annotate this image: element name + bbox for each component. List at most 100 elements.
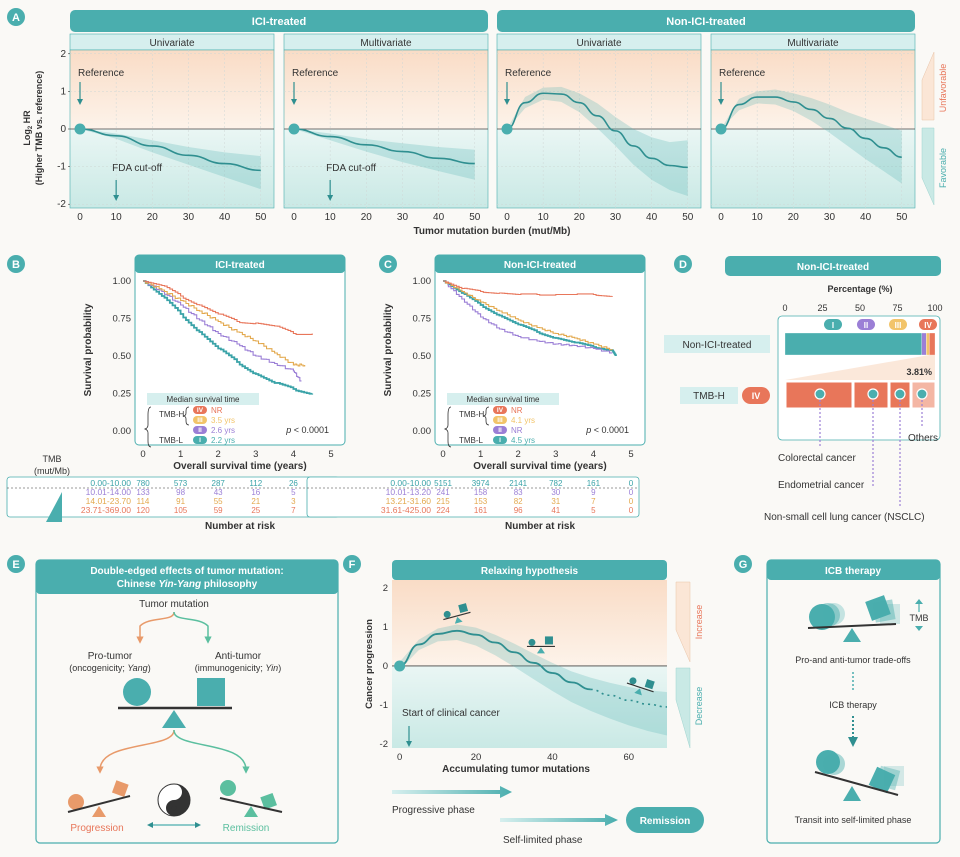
stage-legend-pill-0 — [824, 319, 842, 330]
subtitle-3: Multivariate — [787, 38, 839, 49]
risk-cell: 287 — [212, 479, 226, 488]
unfavorable-wedge — [921, 51, 935, 121]
tmb-label: TMB — [910, 613, 929, 623]
start-label: Start of clinical cancer — [402, 708, 500, 719]
increase-wedge — [675, 581, 691, 663]
panel-g-header — [767, 560, 940, 580]
median-value-0: NR — [511, 406, 523, 415]
y-tick-label: 0 — [60, 124, 66, 135]
panel-f: F Relaxing hypothesis 2 1 0 -1 -2 0 20 40 60 Cance… — [343, 555, 704, 846]
risk-cell: 114 — [137, 497, 150, 506]
median-value-1: 3.5 yrs — [211, 416, 235, 425]
km-xlabel: Overall survival time (years) — [173, 461, 306, 472]
y-tick-label: 2 — [60, 49, 66, 60]
median-value-1: 4.1 yrs — [511, 416, 535, 425]
increase-bg — [392, 580, 667, 666]
risk-cell: 2141 — [509, 479, 527, 488]
panel-e-letter: E — [12, 559, 19, 571]
panel-d-xlabel: Percentage (%) — [827, 284, 892, 294]
panel-f-header — [392, 560, 667, 580]
risk-cell: 112 — [249, 479, 262, 488]
x-tick-label: 50 — [855, 303, 865, 313]
x-tick-label: 10 — [538, 212, 550, 223]
endometrial-label: Endometrial cancer — [778, 480, 865, 491]
panel-a-badge — [7, 8, 25, 26]
risk-cell: 16 — [251, 488, 260, 497]
panel-d-badge — [674, 255, 692, 273]
risk-cell: 241 — [436, 488, 450, 497]
stage-legend-label-3: IV — [924, 321, 932, 330]
risk-cell: 0 — [629, 488, 634, 497]
stage-legend-pill-1 — [857, 319, 875, 330]
y-tick-label: 1 — [60, 86, 66, 97]
x-tick-label: 30 — [610, 212, 622, 223]
x-tick-label: 30 — [824, 212, 836, 223]
risk-cell: 215 — [436, 497, 450, 506]
favorable-bg-2 — [497, 129, 701, 208]
tmb-legend-unit: (mut/Mb) — [34, 466, 70, 476]
tmbl-label: TMB-L — [159, 436, 184, 445]
median-title: Median survival time — [467, 395, 540, 404]
panel-g-title: ICB therapy — [825, 566, 882, 577]
km-title: Non-ICI-treated — [504, 260, 576, 271]
stage-pill-2 — [193, 426, 207, 434]
risk-row-label-2: 14.01-23.70 — [86, 496, 132, 506]
y-tick-label: -1 — [380, 700, 388, 711]
yang-circle-icon — [123, 678, 151, 706]
risk-cell: 5151 — [434, 479, 452, 488]
panel-c: C Non-ICI-treated 1.00 0.75 0.50 0.25 0.00 0 1 2… — [306, 254, 646, 532]
subtype-dot-3 — [916, 388, 928, 400]
favorable-bg-0 — [70, 129, 274, 208]
x-tick-label: 40 — [433, 212, 445, 223]
y-tick-label: 0.75 — [413, 314, 432, 325]
ci-band-1 — [294, 129, 475, 180]
stage-pill-label-1: III — [197, 417, 203, 424]
x-tick-label: 10 — [752, 212, 764, 223]
mini-seesaw-circle — [528, 638, 536, 646]
yin-square-icon — [197, 678, 225, 706]
y-tick-label: 0 — [383, 661, 388, 672]
anti-arrow — [173, 611, 212, 644]
risk-cell: 98 — [176, 488, 185, 497]
x-tick-label: 1 — [178, 449, 183, 460]
stage-pill-1 — [193, 416, 207, 424]
x-tick-label: 0 — [77, 212, 83, 223]
risk-row-label-3: 23.71-369.00 — [81, 505, 131, 515]
stage-bar-0 — [784, 332, 922, 356]
panel-e-title-1: Double-edged effects of tumor mutation: — [90, 566, 283, 577]
tradeoffs-label: Pro-and anti-tumor trade-offs — [795, 655, 911, 665]
risk-cell: 5 — [591, 506, 596, 515]
risk-row-label-2: 13.21-31.60 — [386, 496, 432, 506]
panel-e-header — [36, 560, 338, 594]
reference-dot-1 — [288, 123, 300, 135]
median-title-bg — [447, 393, 559, 405]
x-tick-label: 2 — [216, 449, 221, 460]
mini-seesaw-square — [644, 679, 655, 690]
progression-curve-projected — [590, 688, 668, 708]
stage-pill-label-1: III — [497, 417, 503, 424]
subtitle-1: Multivariate — [360, 38, 412, 49]
stage-pill-1 — [493, 416, 507, 424]
subtitle-2: Univariate — [576, 38, 621, 49]
stage-bar-3 — [929, 332, 936, 356]
risk-cell: 7 — [591, 497, 596, 506]
ci-band-2 — [507, 86, 688, 196]
tmbh-label: TMB-H — [459, 410, 485, 419]
x-tick-label: 75 — [892, 303, 902, 313]
mini-seesaw-beam — [443, 611, 471, 621]
km-xlabel: Overall survival time (years) — [473, 461, 606, 472]
x-tick-label: 20 — [574, 212, 586, 223]
row2-label-bg — [680, 387, 738, 404]
self-limited-phase-arrow — [500, 814, 618, 826]
risk-cell: 3974 — [472, 479, 490, 488]
start-dot — [394, 660, 406, 672]
risk-cell: 96 — [514, 506, 523, 515]
remission-label: Remission — [223, 823, 270, 834]
risk-table-frame — [306, 476, 640, 518]
remission-square-icon — [260, 792, 277, 810]
subtype-dot-0 — [814, 388, 826, 400]
hr-line-2 — [506, 92, 688, 169]
stage-legend-label-0: I — [832, 321, 834, 330]
hr-line-0 — [79, 128, 261, 172]
progression-label: Progression — [70, 823, 123, 834]
